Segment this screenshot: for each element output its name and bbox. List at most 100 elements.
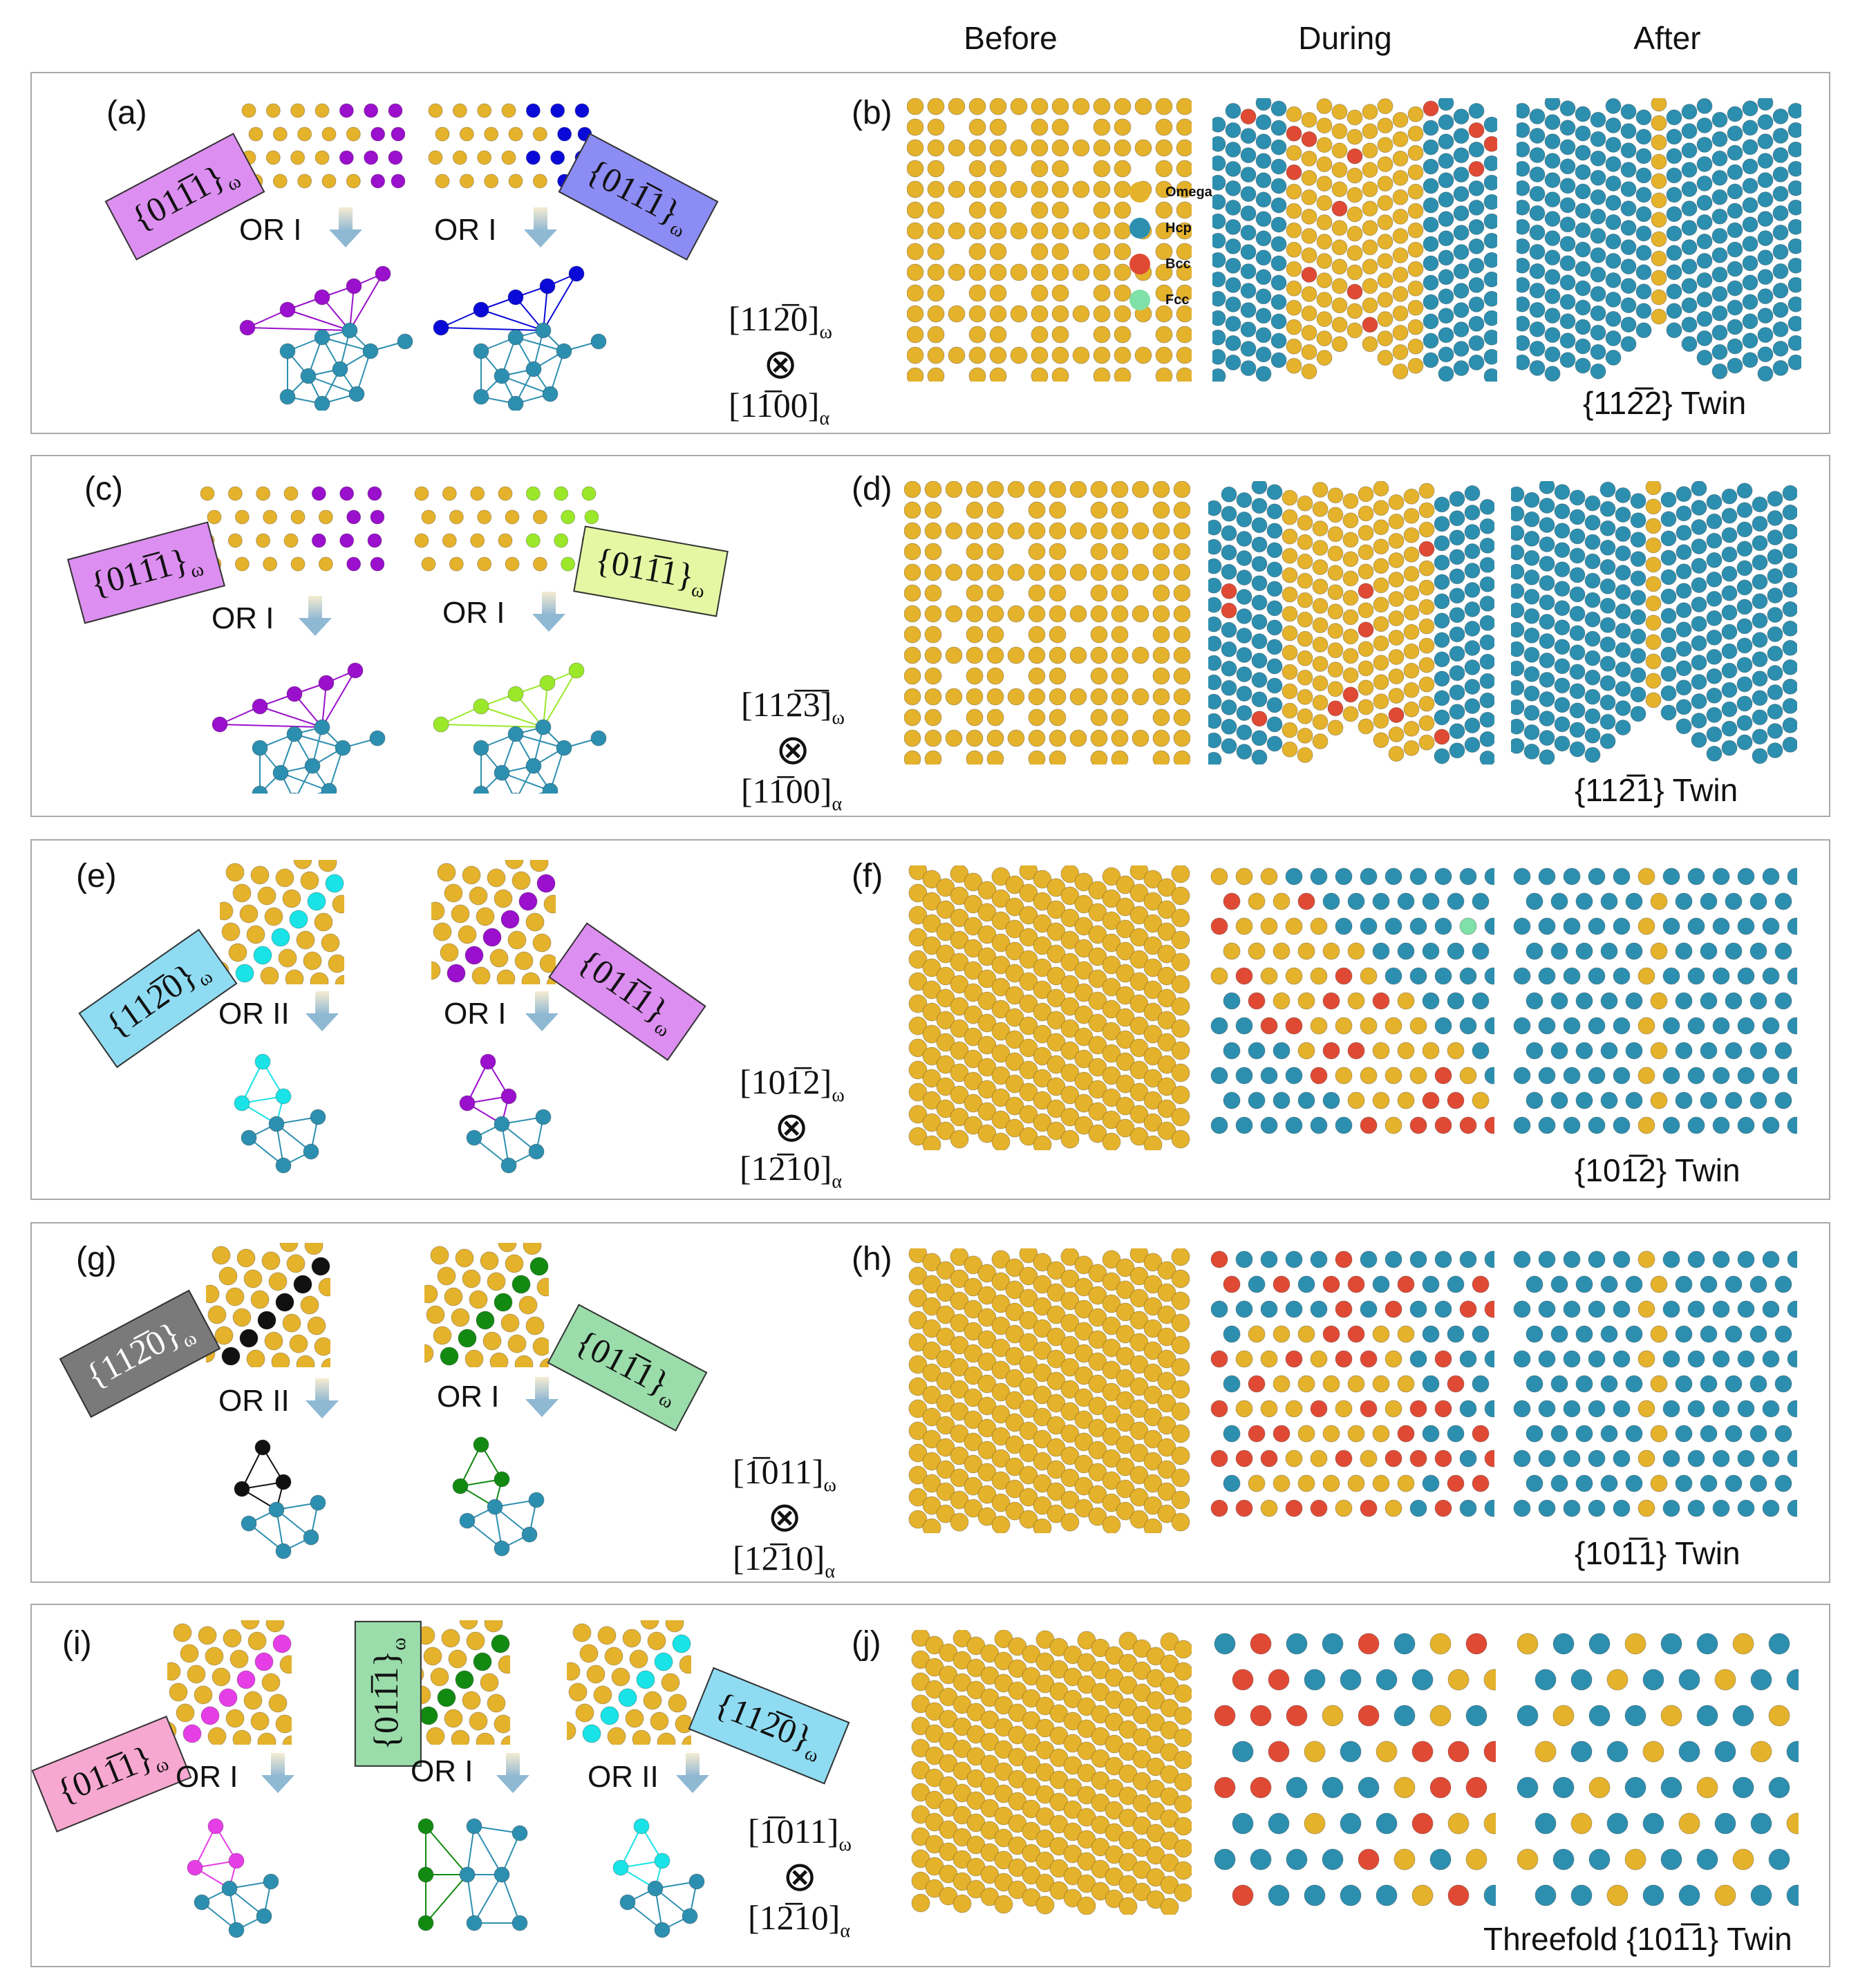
atom	[234, 1095, 250, 1112]
atom	[1063, 1667, 1082, 1687]
atom	[1171, 1269, 1190, 1288]
atom	[1757, 346, 1774, 363]
atom	[1077, 1631, 1096, 1650]
atom	[1297, 630, 1313, 647]
atom	[950, 1468, 969, 1488]
atom	[1270, 197, 1287, 214]
atom	[1449, 742, 1465, 759]
atom	[1768, 1705, 1790, 1727]
atom	[1529, 127, 1546, 144]
atom	[1418, 695, 1435, 712]
atom	[1449, 549, 1465, 565]
atom	[964, 983, 983, 1002]
atom	[1468, 315, 1485, 332]
atom	[968, 160, 986, 178]
atom	[1157, 1394, 1176, 1413]
atom	[1074, 1277, 1094, 1297]
atom	[661, 1673, 680, 1692]
atom-cluster	[239, 259, 419, 411]
atom	[1423, 352, 1439, 368]
atom	[966, 1813, 986, 1832]
atom	[1093, 180, 1111, 198]
atom	[989, 160, 1007, 178]
atom	[200, 486, 215, 501]
atom	[1787, 276, 1801, 293]
atom	[1335, 1400, 1353, 1418]
atom	[904, 688, 921, 706]
atom	[1529, 321, 1546, 337]
atom	[314, 912, 333, 932]
atom	[1725, 1474, 1743, 1492]
atom	[1310, 1450, 1328, 1467]
atom	[1270, 313, 1287, 330]
atom	[1529, 263, 1546, 279]
atom	[1511, 525, 1525, 541]
atom	[1208, 635, 1222, 652]
atom	[1538, 868, 1556, 885]
atom	[927, 180, 945, 198]
atom	[1060, 1248, 1080, 1266]
atom	[1732, 1848, 1754, 1870]
atom	[1116, 1391, 1135, 1410]
atom	[1600, 892, 1618, 910]
atom	[272, 765, 289, 781]
atom	[1554, 561, 1570, 578]
atom	[1171, 908, 1190, 928]
atom	[561, 509, 576, 525]
atom	[1031, 201, 1049, 219]
atom	[1212, 194, 1226, 210]
atom	[953, 1872, 972, 1891]
atom	[1049, 688, 1067, 706]
atom	[1666, 167, 1682, 184]
atom	[1757, 308, 1774, 324]
atom	[1464, 563, 1481, 579]
atom	[1762, 1499, 1780, 1517]
atom	[1447, 1375, 1465, 1393]
atom	[1767, 529, 1783, 545]
atom	[911, 1694, 930, 1714]
atom	[1588, 1017, 1606, 1035]
atom	[1060, 1490, 1080, 1510]
atom	[1022, 1733, 1041, 1752]
atom	[1028, 709, 1046, 726]
atom	[1297, 747, 1313, 763]
atom	[437, 863, 456, 882]
atom	[1662, 1250, 1680, 1268]
atom	[1483, 1741, 1496, 1763]
atom	[964, 872, 983, 892]
atom	[1620, 278, 1637, 294]
atom	[1019, 1377, 1038, 1396]
atom	[1422, 892, 1440, 910]
atom	[1248, 1425, 1266, 1443]
atom	[966, 1703, 986, 1722]
atom	[1388, 746, 1405, 762]
atom	[1472, 1091, 1490, 1109]
atom	[1757, 133, 1774, 150]
atom	[964, 894, 983, 914]
atom	[1526, 892, 1543, 910]
atom	[539, 278, 556, 294]
atom	[922, 1135, 941, 1150]
atom	[1225, 160, 1241, 177]
atom	[1008, 1703, 1027, 1723]
atom	[1342, 493, 1359, 509]
atom	[1706, 590, 1723, 607]
atom	[310, 972, 329, 984]
atom	[1007, 646, 1025, 664]
atom	[568, 662, 585, 679]
atom	[1606, 1884, 1629, 1906]
atom	[1301, 266, 1317, 283]
atom	[252, 698, 268, 715]
atom	[1517, 218, 1530, 235]
atom	[1638, 967, 1655, 985]
atom	[539, 954, 556, 973]
atom	[1762, 967, 1780, 985]
atom	[1721, 720, 1738, 737]
atom	[1008, 1637, 1027, 1656]
atom	[1642, 1741, 1664, 1763]
atom	[1742, 274, 1758, 291]
atom	[1550, 1474, 1568, 1492]
atom	[1111, 667, 1129, 685]
atom	[1301, 324, 1317, 341]
atom	[1464, 698, 1481, 714]
